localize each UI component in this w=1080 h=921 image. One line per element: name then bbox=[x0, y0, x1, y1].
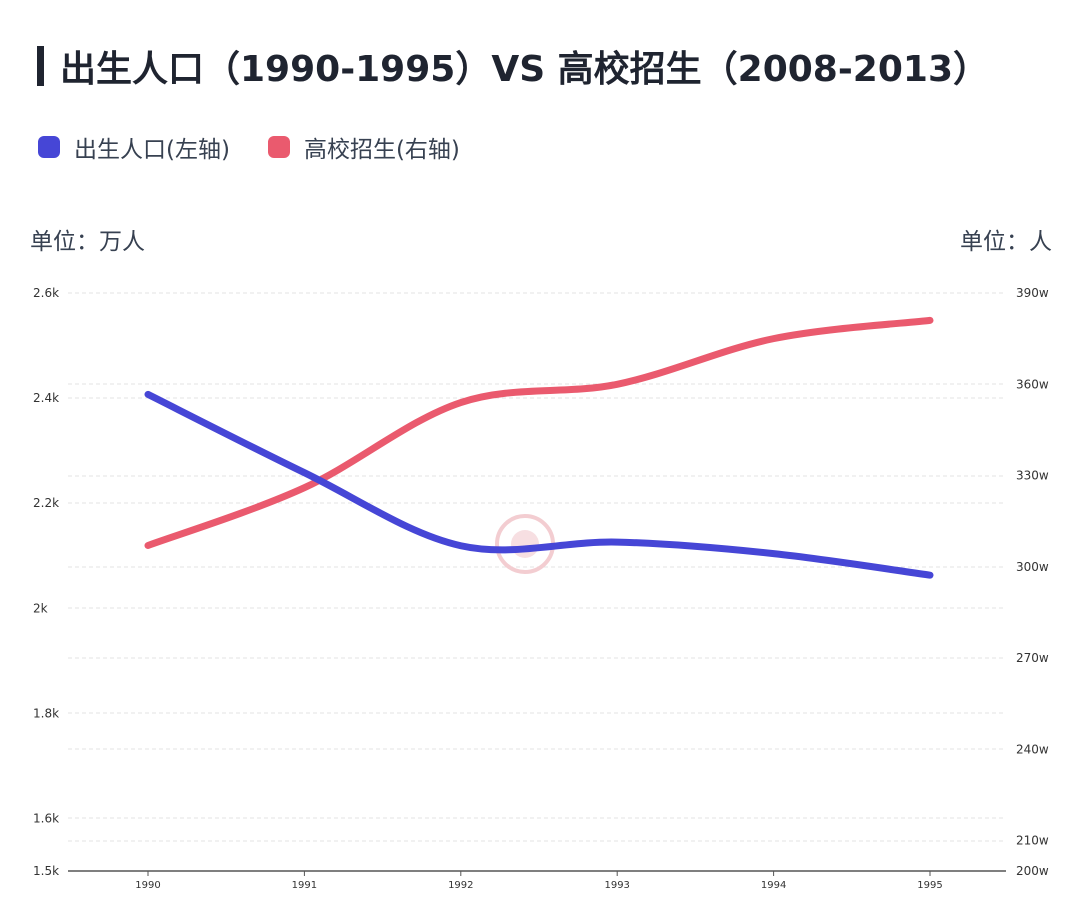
y-left-tick-label: 1.6k bbox=[33, 811, 59, 825]
data-point-birth[interactable] bbox=[614, 539, 621, 546]
legend-label-birth: 出生人口(左轴) bbox=[74, 137, 230, 163]
data-point-enroll[interactable] bbox=[927, 317, 934, 324]
data-point-enroll[interactable] bbox=[770, 335, 777, 342]
legend-swatch-enroll bbox=[267, 136, 290, 158]
series-line-enroll[interactable] bbox=[144, 316, 934, 549]
y-right-tick-label: 200w bbox=[1016, 864, 1049, 878]
left-axis-unit: 单位：万人 bbox=[30, 229, 145, 255]
y-left-tick-label: 2.2k bbox=[33, 496, 59, 510]
data-point-enroll[interactable] bbox=[457, 399, 464, 406]
x-tick-label: 1992 bbox=[448, 880, 473, 891]
y-left-tick-label: 2.4k bbox=[33, 391, 59, 405]
y-right-tick-label: 270w bbox=[1016, 651, 1049, 665]
data-point-enroll[interactable] bbox=[614, 381, 621, 388]
data-point-enroll[interactable] bbox=[145, 542, 152, 549]
data-point-birth[interactable] bbox=[301, 469, 308, 476]
legend-swatch-birth bbox=[38, 136, 60, 158]
y-left-tick-label: 2.6k bbox=[33, 286, 59, 300]
data-point-enroll[interactable] bbox=[301, 484, 308, 491]
y-left-tick-label: 2k bbox=[33, 601, 48, 615]
y-right-tick-label: 240w bbox=[1016, 742, 1049, 756]
legend-item-enroll[interactable]: 高校招生(右轴) bbox=[267, 130, 460, 164]
y-right-tick-label: 300w bbox=[1016, 560, 1049, 574]
data-point-birth[interactable] bbox=[145, 391, 152, 398]
data-point-birth[interactable] bbox=[770, 550, 777, 557]
x-tick-label: 1993 bbox=[604, 880, 629, 891]
x-tick-label: 1991 bbox=[292, 880, 317, 891]
legend: 出生人口(左轴) 高校招生(右轴) bbox=[38, 130, 460, 164]
legend-item-birth[interactable]: 出生人口(左轴) bbox=[38, 130, 230, 164]
y-right-tick-label: 210w bbox=[1016, 834, 1049, 848]
y-right-tick-label: 390w bbox=[1016, 286, 1049, 300]
watermark-logo-center bbox=[511, 530, 539, 558]
x-tick-label: 1994 bbox=[761, 880, 786, 891]
y-right-tick-label: 330w bbox=[1016, 469, 1049, 483]
data-point-birth[interactable] bbox=[927, 572, 934, 579]
title-accent-bar bbox=[37, 46, 44, 86]
legend-label-enroll: 高校招生(右轴) bbox=[303, 137, 460, 163]
y-right-tick-label: 360w bbox=[1016, 377, 1049, 391]
x-tick-label: 1990 bbox=[135, 880, 160, 891]
y-left-tick-label: 1.5k bbox=[33, 864, 59, 878]
x-tick-label: 1995 bbox=[917, 880, 942, 891]
series-line-birth[interactable] bbox=[144, 390, 934, 579]
data-point-birth[interactable] bbox=[457, 542, 464, 549]
y-left-tick-label: 1.8k bbox=[33, 706, 59, 720]
chart-title: 出生人口（1990-1995）VS 高校招生（2008-2013） bbox=[60, 49, 989, 90]
right-axis-unit: 单位：人 bbox=[960, 229, 1052, 255]
